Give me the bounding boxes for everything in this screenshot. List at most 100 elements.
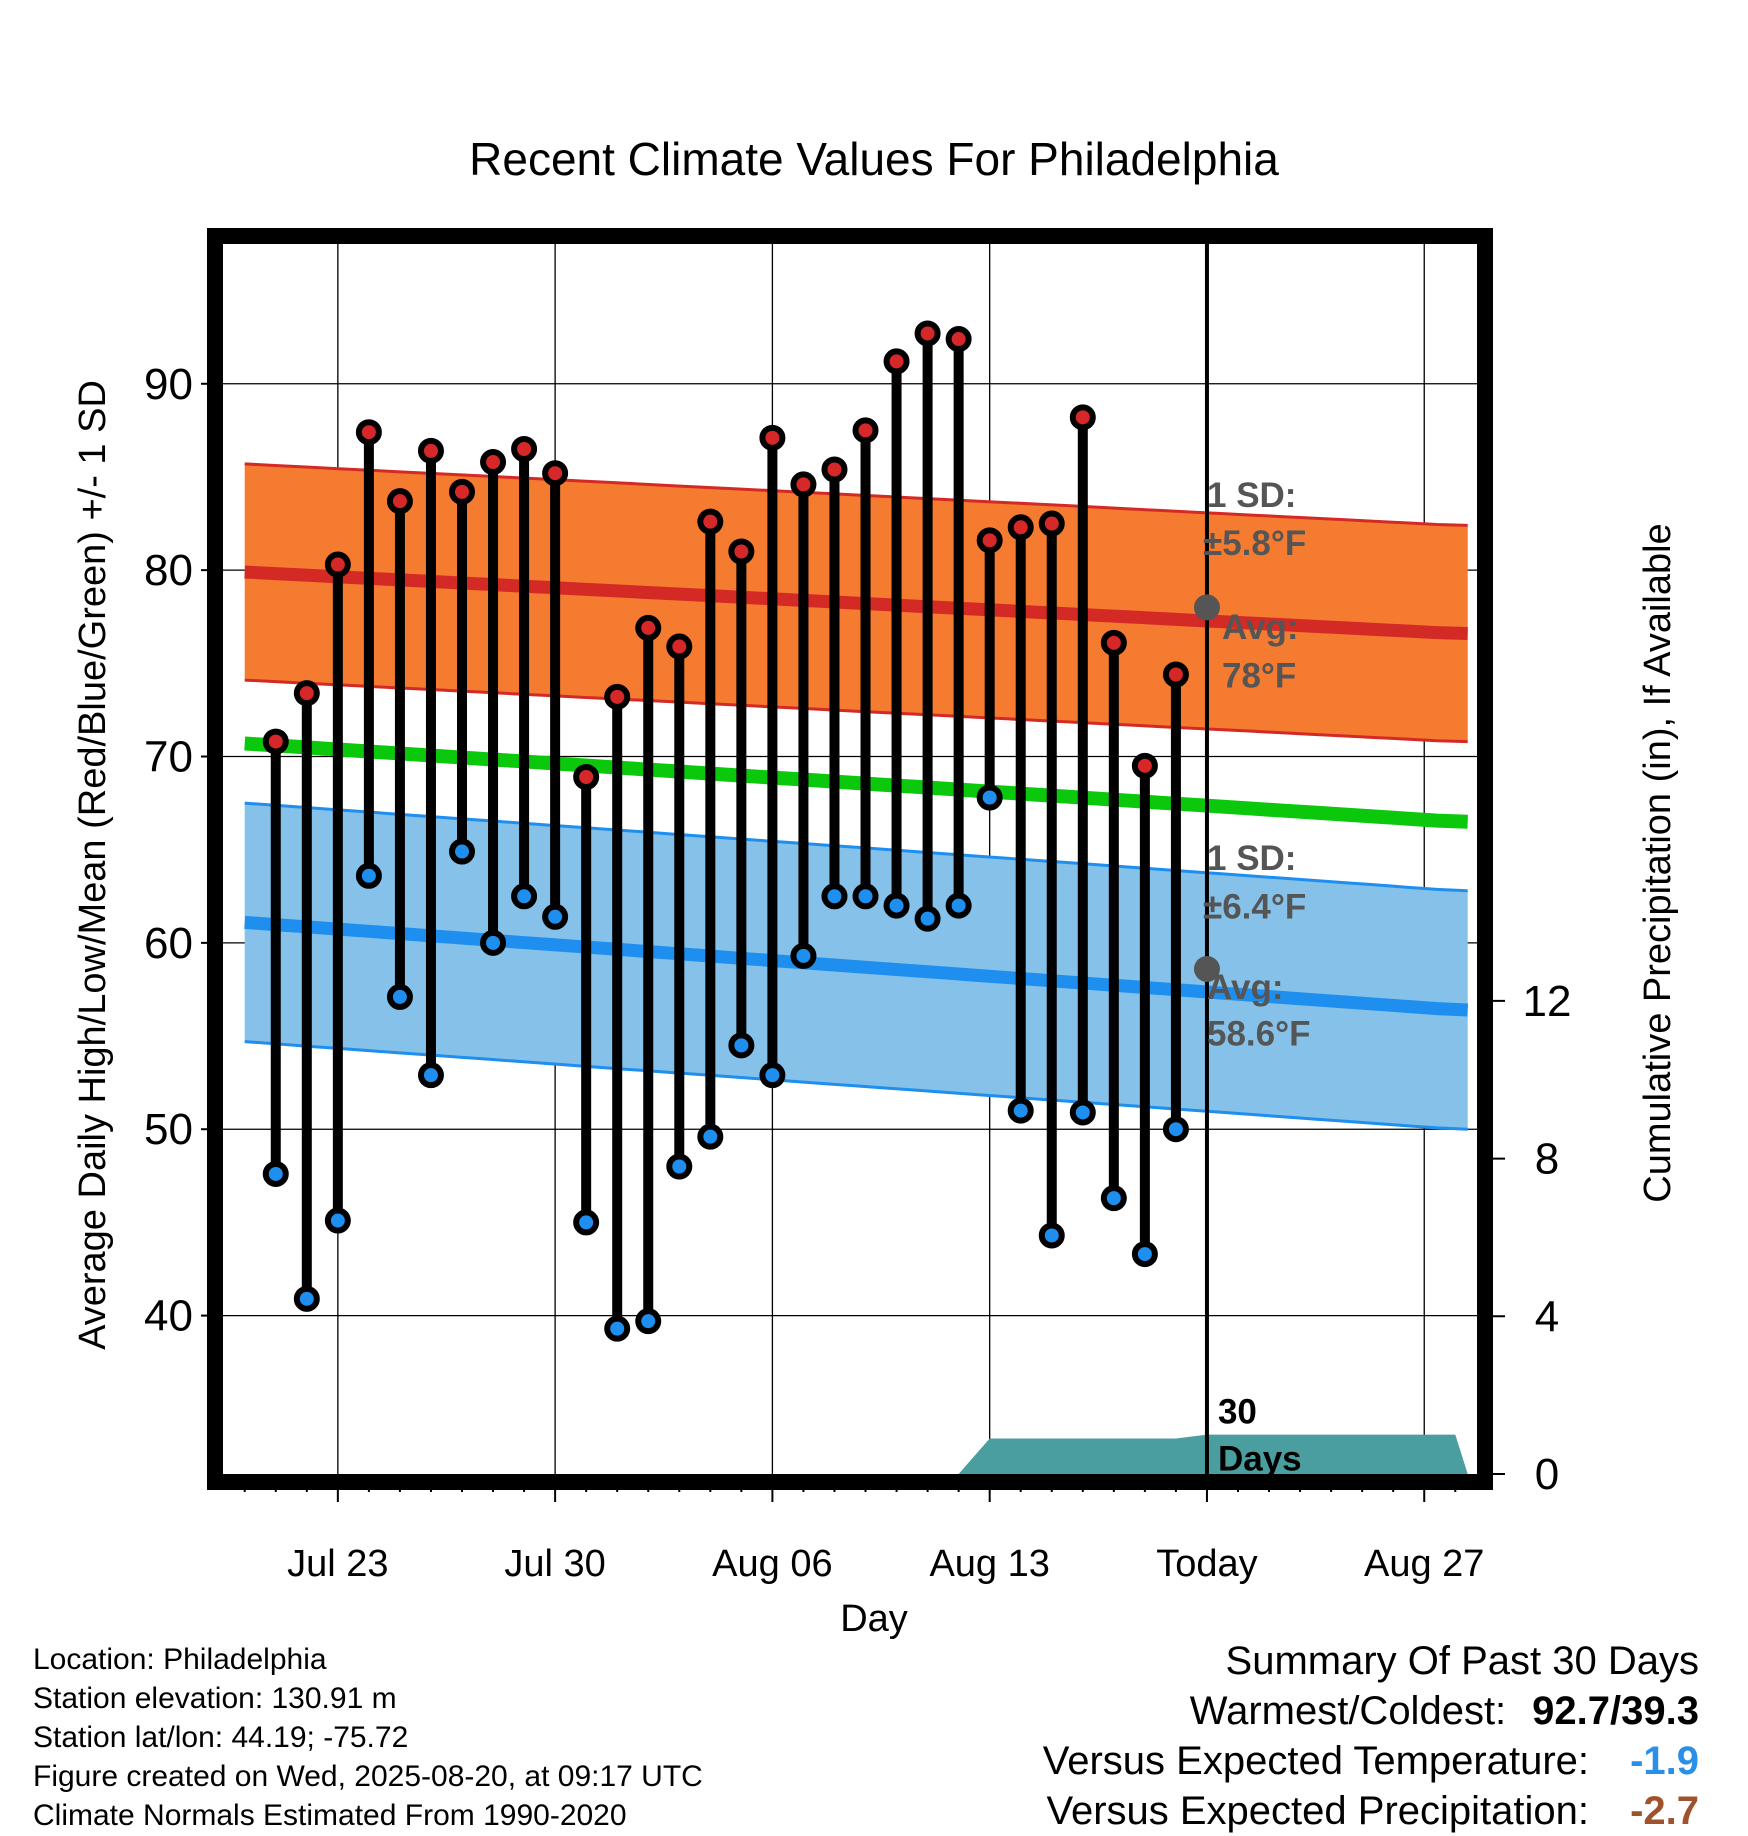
daily-low-point: [914, 905, 941, 932]
daily-low-point: [883, 892, 910, 919]
low-sd-title: 1 SD:: [1207, 839, 1296, 878]
x-tick-label: Jul 23: [287, 1543, 388, 1585]
daily-high-point: [1100, 629, 1127, 656]
daily-high-point: [324, 551, 351, 578]
temp-anomaly-row: Versus Expected Temperature: -1.9: [1043, 1736, 1699, 1786]
daily-low-point: [355, 862, 382, 889]
warmest-coldest-label: Warmest/Coldest:: [1189, 1689, 1507, 1733]
temp-anomaly-label: Versus Expected Temperature:: [1042, 1739, 1589, 1783]
daily-high-point: [449, 478, 476, 505]
daily-high-point: [790, 471, 817, 498]
daily-high-point: [1131, 752, 1158, 779]
y2-tick-label: 12: [1523, 977, 1572, 1026]
daily-low-point: [417, 1062, 444, 1089]
daily-low-point: [728, 1032, 755, 1059]
elevation-text: Station elevation: 130.91 m: [33, 1682, 397, 1715]
high-sd-title: 1 SD:: [1207, 476, 1296, 515]
daily-high-point: [355, 419, 382, 446]
daily-high-point: [386, 488, 413, 515]
high-avg-title: Avg:: [1222, 608, 1298, 647]
daily-low-point: [604, 1315, 631, 1342]
daily-high-point: [1069, 404, 1096, 431]
plot-frame: [207, 228, 1493, 1490]
created-text: Figure created on Wed, 2025-08-20, at 09…: [33, 1760, 703, 1793]
daily-high-point: [480, 449, 507, 476]
chart-title: Recent Climate Values For Philadelphia: [469, 133, 1279, 185]
plot-area: 30 Days 1 SD: ±5.8°F Avg: 78°F 1 SD: ±6.4°F Avg:…: [144, 228, 1572, 1585]
high-average-line: [244, 565, 1468, 640]
y2-tick-label: 4: [1535, 1292, 1559, 1341]
daily-low-point: [635, 1308, 662, 1335]
today-high-average-dot: [1193, 594, 1220, 621]
daily-high-point: [635, 614, 662, 641]
high-sd-lower-line: [244, 678, 1468, 744]
y-tick-label: 60: [144, 919, 193, 968]
daily-low-point: [697, 1123, 724, 1150]
low-average-line: [244, 915, 1468, 1017]
station-info: Location: Philadelphia Station elevation…: [33, 1640, 703, 1835]
low-avg-value: 58.6°F: [1207, 1014, 1311, 1053]
x-tick-label: Aug 13: [929, 1543, 1049, 1585]
daily-high-point: [511, 436, 538, 462]
daily-low-point: [480, 929, 507, 956]
y2-axis-label: Cumulative Precipitation (in), If Availa…: [1637, 523, 1679, 1202]
daily-low-point: [511, 883, 538, 910]
today-count-label: 30: [1218, 1393, 1257, 1432]
x-tick-label: Today: [1156, 1543, 1257, 1585]
mean-average-line: [244, 736, 1468, 829]
daily-low-point: [449, 838, 476, 865]
high-sd-value: ±5.8°F: [1203, 524, 1306, 563]
today-low-average-dot: [1193, 955, 1220, 982]
high-avg-value: 78°F: [1222, 657, 1296, 696]
daily-low-point: [1162, 1116, 1189, 1143]
daily-high-point: [914, 320, 941, 347]
daily-high-point: [262, 728, 289, 755]
daily-high-point: [821, 456, 848, 483]
x-axis-label: Day: [840, 1598, 908, 1640]
low-sd-lower-line: [244, 1040, 1468, 1131]
daily-high-point: [293, 680, 320, 707]
daily-high-point: [417, 437, 444, 464]
daily-high-point: [883, 348, 910, 375]
precip-anomaly-value: -2.7: [1630, 1789, 1699, 1833]
daily-low-point: [1007, 1097, 1034, 1124]
low-sd-upper-line: [244, 801, 1468, 893]
daily-high-point: [666, 633, 693, 660]
y-tick-label: 40: [144, 1292, 193, 1341]
daily-low-point: [821, 883, 848, 910]
latlon-text: Station lat/lon: 44.19; -75.72: [33, 1721, 409, 1754]
summary-panel: Summary Of Past 30 Days Warmest/Coldest:…: [1043, 1636, 1699, 1836]
daily-low-point: [945, 892, 972, 919]
y-axis-label: Average Daily High/Low/Mean (Red/Blue/Gr…: [72, 380, 114, 1350]
today-days-label: Days: [1218, 1439, 1302, 1478]
daily-low-point: [542, 903, 569, 930]
summary-title: Summary Of Past 30 Days: [1225, 1639, 1699, 1683]
daily-low-point: [1069, 1099, 1096, 1126]
daily-low-point: [852, 883, 879, 910]
low-sd-value: ±6.4°F: [1203, 888, 1306, 927]
precipitation-area: [958, 1434, 1468, 1474]
daily-high-point: [1038, 510, 1065, 537]
y-tick-label: 80: [144, 546, 193, 595]
location-text: Location: Philadelphia: [33, 1643, 327, 1676]
daily-low-point: [262, 1160, 289, 1187]
daily-high-point: [542, 460, 569, 487]
warmest-coldest-value: 92.7/39.3: [1532, 1689, 1699, 1733]
daily-low-point: [573, 1209, 600, 1236]
y2-tick-label: 0: [1535, 1450, 1559, 1499]
temp-anomaly-value: -1.9: [1630, 1739, 1699, 1783]
y2-tick-label: 8: [1535, 1135, 1559, 1184]
warmest-coldest-row: Warmest/Coldest: 92.7/39.3: [1043, 1686, 1699, 1736]
daily-high-point: [976, 527, 1003, 554]
high-sd-upper-line: [244, 462, 1468, 527]
daily-low-point: [293, 1285, 320, 1312]
daily-high-point: [573, 764, 600, 790]
y-tick-label: 90: [144, 360, 193, 409]
daily-low-point: [386, 983, 413, 1010]
daily-low-point: [324, 1207, 351, 1234]
daily-high-point: [728, 538, 755, 565]
low-avg-title: Avg:: [1207, 968, 1283, 1007]
x-tick-label: Aug 06: [712, 1543, 832, 1585]
precip-anomaly-row: Versus Expected Precipitation: -2.7: [1043, 1786, 1699, 1836]
